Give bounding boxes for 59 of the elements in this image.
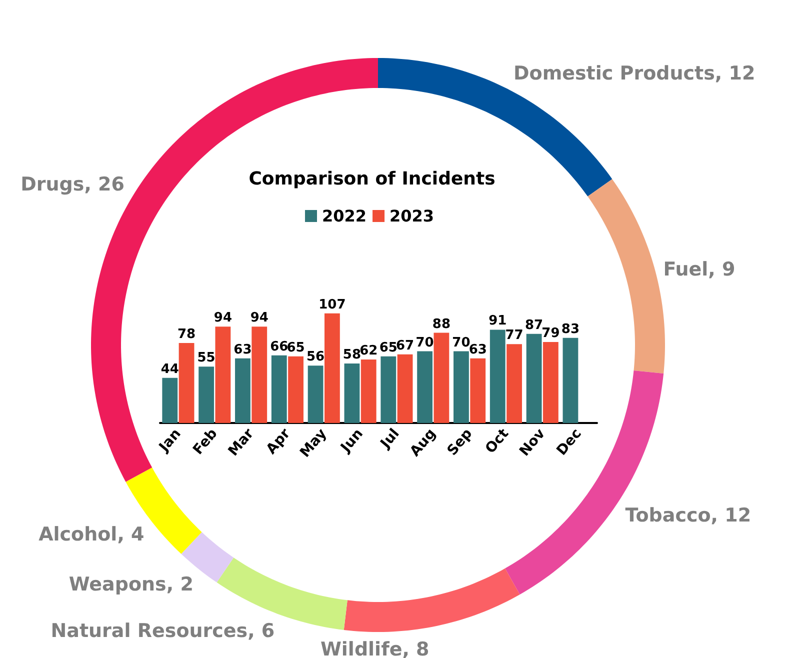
x-tick-label: Jul <box>377 426 403 452</box>
slice-label: Alcohol, 4 <box>38 523 144 546</box>
data-label: 65 <box>379 340 398 356</box>
bar <box>562 338 578 423</box>
x-tick-label: Oct <box>482 426 512 457</box>
data-label: 79 <box>542 326 560 342</box>
bar <box>178 343 194 423</box>
bar <box>417 351 433 423</box>
data-label: 44 <box>160 362 179 377</box>
data-label: 83 <box>561 322 580 337</box>
bar <box>506 344 522 423</box>
data-label: 56 <box>306 350 325 365</box>
slice-label: Fuel, 9 <box>663 258 736 281</box>
slice-label: Natural Resources, 6 <box>50 620 275 642</box>
bar <box>198 366 214 423</box>
data-label: 107 <box>318 297 346 312</box>
bar <box>324 313 340 423</box>
data-label: 78 <box>177 327 196 342</box>
data-label: 58 <box>342 348 362 363</box>
bar <box>344 364 360 423</box>
bar <box>397 354 413 423</box>
data-label: 94 <box>214 310 232 326</box>
data-label: 55 <box>197 350 216 366</box>
bar <box>380 356 396 423</box>
data-label: 77 <box>505 328 524 344</box>
bar <box>288 356 304 423</box>
data-label: 87 <box>525 318 544 333</box>
bar <box>235 358 250 423</box>
bar <box>271 355 287 423</box>
bar <box>470 358 486 423</box>
data-label: 63 <box>468 342 487 358</box>
bar <box>526 334 542 423</box>
chart-title: Comparison of Incidents <box>248 168 496 190</box>
bar <box>215 326 231 423</box>
bar <box>162 378 178 423</box>
data-label: 62 <box>360 343 378 358</box>
bar <box>454 351 469 423</box>
data-label: 70 <box>416 335 434 350</box>
slice-label: Wildlife, 8 <box>320 638 430 658</box>
slice-label: Domestic Products, 12 <box>513 62 756 84</box>
bar <box>360 359 376 423</box>
slice-label: Drugs, 26 <box>20 174 124 196</box>
data-label: 67 <box>396 338 414 354</box>
bar <box>252 326 268 423</box>
bar <box>490 330 506 423</box>
data-label: 66 <box>270 339 288 354</box>
bar <box>542 342 558 423</box>
bar <box>308 366 324 423</box>
bar <box>434 332 450 423</box>
data-label: 65 <box>286 340 305 356</box>
data-label: 91 <box>488 314 507 329</box>
legend-label: 2022 <box>322 206 367 226</box>
data-label: 63 <box>234 342 252 358</box>
slice-label: Weapons, 2 <box>68 574 194 596</box>
data-label: 88 <box>432 316 450 332</box>
legend-label: 2023 <box>390 206 434 226</box>
data-label: 70 <box>452 335 470 350</box>
data-label: 94 <box>250 310 268 326</box>
slice-label: Tobacco, 12 <box>625 504 752 526</box>
